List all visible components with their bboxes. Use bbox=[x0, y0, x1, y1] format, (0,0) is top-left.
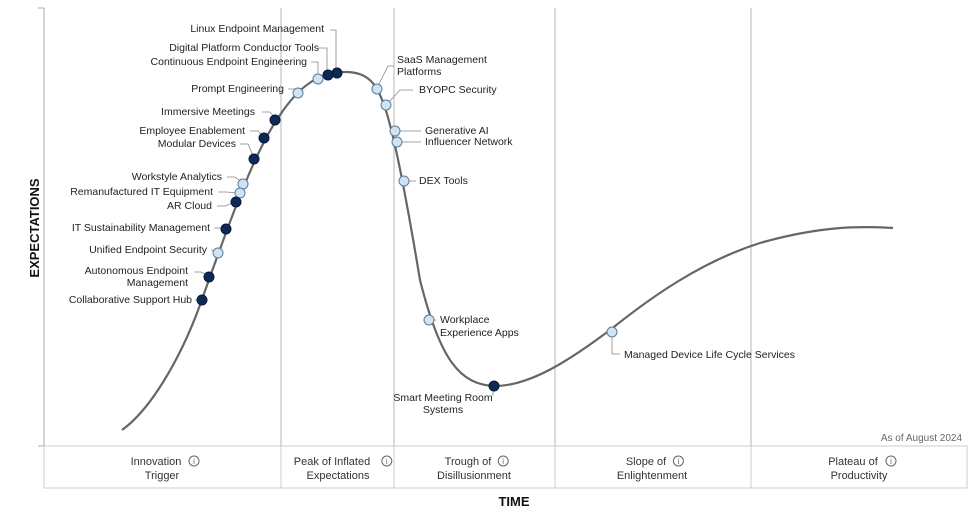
leader-lines bbox=[194, 29, 620, 396]
label-digital-platform-conductor-tools: Digital Platform Conductor Tools bbox=[169, 42, 319, 54]
dot-dex-tools[interactable] bbox=[398, 175, 410, 187]
technology-labels: Linux Endpoint Management Digital Platfor… bbox=[69, 23, 795, 416]
phase-3-line2: Disillusionment bbox=[437, 470, 511, 482]
label-modular-devices: Modular Devices bbox=[158, 138, 236, 150]
label-collaborative-support-hub: Collaborative Support Hub bbox=[69, 294, 192, 306]
dot-autonomous-endpoint-management[interactable] bbox=[203, 271, 215, 283]
label-ar-cloud: AR Cloud bbox=[167, 200, 212, 212]
svg-text:i: i bbox=[386, 457, 388, 466]
phase-4-line2: Enlightenment bbox=[617, 470, 687, 482]
technology-dots bbox=[196, 67, 618, 392]
dot-saas-management-platforms[interactable] bbox=[371, 83, 383, 95]
label-employee-enablement: Employee Enablement bbox=[139, 125, 245, 137]
as-of-note: As of August 2024 bbox=[881, 433, 963, 444]
label-workplace-experience-apps: Workplace Experience Apps bbox=[440, 314, 519, 339]
dot-unified-endpoint-security[interactable] bbox=[212, 247, 224, 259]
phase-2-line2: Expectations bbox=[307, 470, 370, 482]
label-generative-ai: Generative AI bbox=[425, 125, 489, 137]
dot-modular-devices[interactable] bbox=[248, 153, 260, 165]
dot-smart-meeting-room-systems[interactable] bbox=[488, 380, 500, 392]
label-managed-device-life-cycle-services: Managed Device Life Cycle Services bbox=[624, 349, 795, 361]
phase-3-line1: Trough of bbox=[445, 456, 493, 468]
x-axis-title: TIME bbox=[498, 494, 529, 509]
label-it-sustainability-management: IT Sustainability Management bbox=[72, 222, 210, 234]
label-autonomous-endpoint-management: Autonomous Endpoint Management bbox=[85, 265, 188, 289]
info-icon[interactable]: i bbox=[381, 455, 393, 467]
dot-it-sustainability-management[interactable] bbox=[220, 223, 232, 235]
dot-prompt-engineering[interactable] bbox=[292, 87, 304, 99]
dot-continuous-endpoint-engineering[interactable] bbox=[312, 73, 324, 85]
label-prompt-engineering: Prompt Engineering bbox=[191, 83, 284, 95]
label-linux-endpoint-management: Linux Endpoint Management bbox=[190, 23, 324, 35]
y-axis-title: EXPECTATIONS bbox=[27, 178, 42, 278]
dot-workplace-experience-apps[interactable] bbox=[423, 314, 435, 326]
label-byopc-security: BYOPC Security bbox=[419, 84, 497, 96]
label-smart-meeting-room-systems: Smart Meeting Room Systems bbox=[393, 392, 492, 416]
hype-curve bbox=[121, 70, 894, 431]
dot-ar-cloud[interactable] bbox=[230, 196, 242, 208]
svg-text:i: i bbox=[678, 457, 680, 466]
dot-influencer-network[interactable] bbox=[391, 136, 403, 148]
label-saas-management-platforms: SaaS Management Platforms bbox=[397, 54, 487, 78]
dot-workstyle-analytics[interactable] bbox=[237, 178, 249, 190]
dot-remanufactured-it-equipment[interactable] bbox=[234, 187, 246, 199]
phase-5-line2: Productivity bbox=[831, 470, 888, 482]
info-icon[interactable]: i bbox=[885, 455, 897, 467]
dot-immersive-meetings[interactable] bbox=[269, 114, 281, 126]
info-icon[interactable]: i bbox=[188, 455, 200, 467]
phase-labels: Innovation i Trigger Peak of Inflated i Expec… bbox=[131, 455, 897, 482]
dot-collaborative-support-hub[interactable] bbox=[196, 294, 208, 306]
dot-byopc-security[interactable] bbox=[380, 99, 392, 111]
dot-generative-ai[interactable] bbox=[389, 125, 401, 137]
label-influencer-network: Influencer Network bbox=[425, 136, 513, 148]
phase-1-line1: Innovation bbox=[131, 456, 182, 468]
info-icon[interactable]: i bbox=[497, 455, 509, 467]
dot-managed-device-life-cycle-services[interactable] bbox=[606, 326, 618, 338]
svg-text:i: i bbox=[890, 457, 892, 466]
dot-employee-enablement[interactable] bbox=[258, 132, 270, 144]
dot-linux-endpoint-management[interactable] bbox=[331, 67, 343, 79]
phase-5-line1: Plateau of bbox=[828, 456, 878, 468]
phase-band bbox=[43, 445, 968, 489]
phase-1-line2: Trigger bbox=[145, 470, 180, 482]
label-workstyle-analytics: Workstyle Analytics bbox=[132, 171, 222, 183]
svg-text:i: i bbox=[193, 457, 195, 466]
label-dex-tools: DEX Tools bbox=[419, 175, 468, 187]
info-icon[interactable]: i bbox=[672, 455, 684, 467]
label-immersive-meetings: Immersive Meetings bbox=[161, 106, 255, 118]
dot-digital-platform-conductor-tools[interactable] bbox=[322, 69, 334, 81]
label-unified-endpoint-security: Unified Endpoint Security bbox=[89, 244, 208, 256]
label-continuous-endpoint-engineering: Continuous Endpoint Engineering bbox=[151, 56, 308, 68]
label-remanufactured-it-equipment: Remanufactured IT Equipment bbox=[70, 186, 213, 198]
phase-2-line1: Peak of Inflated bbox=[294, 456, 370, 468]
phase-4-line1: Slope of bbox=[626, 456, 667, 468]
svg-text:i: i bbox=[502, 457, 504, 466]
